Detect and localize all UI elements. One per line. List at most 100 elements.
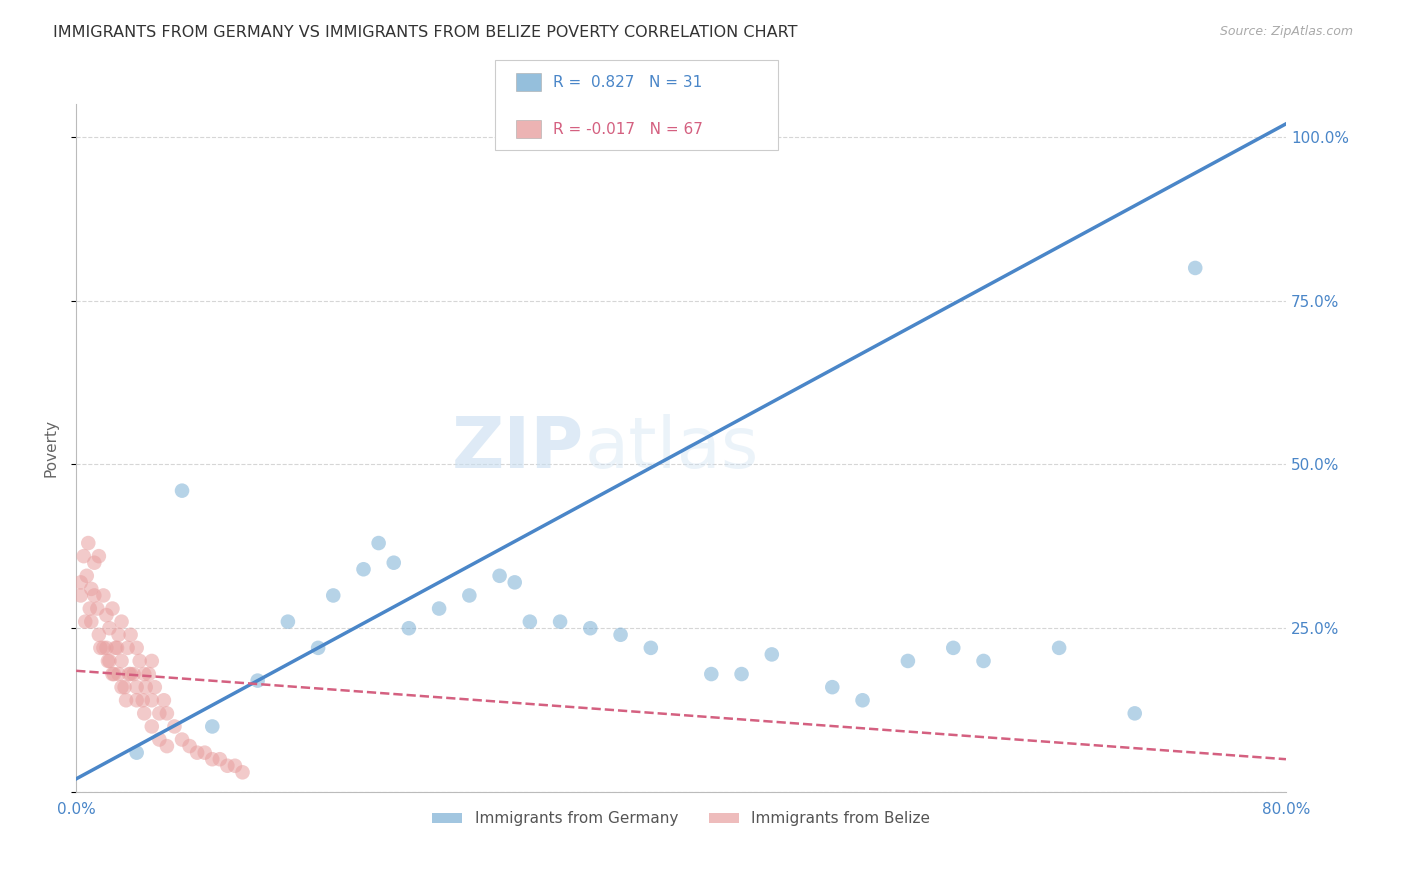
Point xyxy=(80,582,103,596)
Point xyxy=(458,589,481,603)
Point xyxy=(141,693,163,707)
Point xyxy=(76,569,98,583)
Point xyxy=(110,615,132,629)
Point xyxy=(1184,260,1206,275)
Point xyxy=(179,739,201,753)
Point xyxy=(125,640,148,655)
Text: R = -0.017   N = 67: R = -0.017 N = 67 xyxy=(553,122,703,136)
Point xyxy=(79,601,101,615)
Point xyxy=(322,589,344,603)
Point xyxy=(143,680,166,694)
Point xyxy=(208,752,231,766)
Point xyxy=(107,667,129,681)
Point xyxy=(156,739,179,753)
Point xyxy=(170,483,193,498)
Point xyxy=(942,640,965,655)
Point xyxy=(93,589,115,603)
Point xyxy=(548,615,571,629)
Point xyxy=(134,706,156,721)
Point xyxy=(73,549,96,563)
Point xyxy=(117,640,139,655)
Point xyxy=(730,667,752,681)
Point xyxy=(134,667,156,681)
Point xyxy=(96,640,118,655)
Point xyxy=(80,615,103,629)
Point xyxy=(246,673,269,688)
Point xyxy=(103,667,125,681)
Text: atlas: atlas xyxy=(585,414,759,483)
Point xyxy=(398,621,420,635)
Legend: Immigrants from Germany, Immigrants from Belize: Immigrants from Germany, Immigrants from… xyxy=(426,805,936,832)
Point xyxy=(77,536,100,550)
Point xyxy=(87,549,110,563)
Point xyxy=(83,556,105,570)
Point xyxy=(201,752,224,766)
Point xyxy=(83,589,105,603)
Point xyxy=(761,648,783,662)
Point xyxy=(122,667,145,681)
Text: ZIP: ZIP xyxy=(453,414,585,483)
Point xyxy=(224,758,246,772)
Point xyxy=(231,765,253,780)
Point xyxy=(973,654,995,668)
Point xyxy=(96,608,118,623)
Point xyxy=(75,615,97,629)
Text: R =  0.827   N = 31: R = 0.827 N = 31 xyxy=(553,75,702,89)
Point xyxy=(118,667,141,681)
Point xyxy=(163,719,186,733)
Point xyxy=(503,575,526,590)
Point xyxy=(609,628,631,642)
Point xyxy=(128,654,150,668)
Point xyxy=(307,640,329,655)
Point xyxy=(217,758,239,772)
Point xyxy=(114,680,136,694)
Point xyxy=(148,706,170,721)
Point xyxy=(120,628,142,642)
Point xyxy=(153,693,176,707)
Point xyxy=(120,667,142,681)
Point xyxy=(382,556,405,570)
Point xyxy=(821,680,844,694)
Point xyxy=(125,680,148,694)
Point xyxy=(519,615,541,629)
Point xyxy=(69,575,91,590)
Point xyxy=(101,601,124,615)
Point xyxy=(110,654,132,668)
Point xyxy=(186,746,208,760)
Point xyxy=(488,569,510,583)
Point xyxy=(98,621,121,635)
Point xyxy=(897,654,920,668)
Point xyxy=(86,601,108,615)
Point xyxy=(107,628,129,642)
Point xyxy=(101,667,124,681)
Point xyxy=(1123,706,1146,721)
Point xyxy=(194,746,217,760)
Point xyxy=(89,640,111,655)
Point xyxy=(105,640,128,655)
Point xyxy=(125,746,148,760)
Point xyxy=(1047,640,1070,655)
Point xyxy=(104,640,127,655)
Point xyxy=(170,732,193,747)
Point xyxy=(201,719,224,733)
Point xyxy=(148,732,170,747)
Point xyxy=(135,680,157,694)
Point xyxy=(87,628,110,642)
Point xyxy=(640,640,662,655)
Point xyxy=(98,654,121,668)
Point xyxy=(156,706,179,721)
Point xyxy=(93,640,115,655)
Point xyxy=(69,589,91,603)
Point xyxy=(579,621,602,635)
Y-axis label: Poverty: Poverty xyxy=(44,419,58,477)
Point xyxy=(115,693,138,707)
Point xyxy=(141,654,163,668)
Point xyxy=(97,654,120,668)
Text: IMMIGRANTS FROM GERMANY VS IMMIGRANTS FROM BELIZE POVERTY CORRELATION CHART: IMMIGRANTS FROM GERMANY VS IMMIGRANTS FR… xyxy=(53,25,799,40)
Point xyxy=(110,680,132,694)
Point xyxy=(141,719,163,733)
Point xyxy=(367,536,389,550)
Text: Source: ZipAtlas.com: Source: ZipAtlas.com xyxy=(1219,25,1353,38)
Point xyxy=(138,667,160,681)
Point xyxy=(700,667,723,681)
